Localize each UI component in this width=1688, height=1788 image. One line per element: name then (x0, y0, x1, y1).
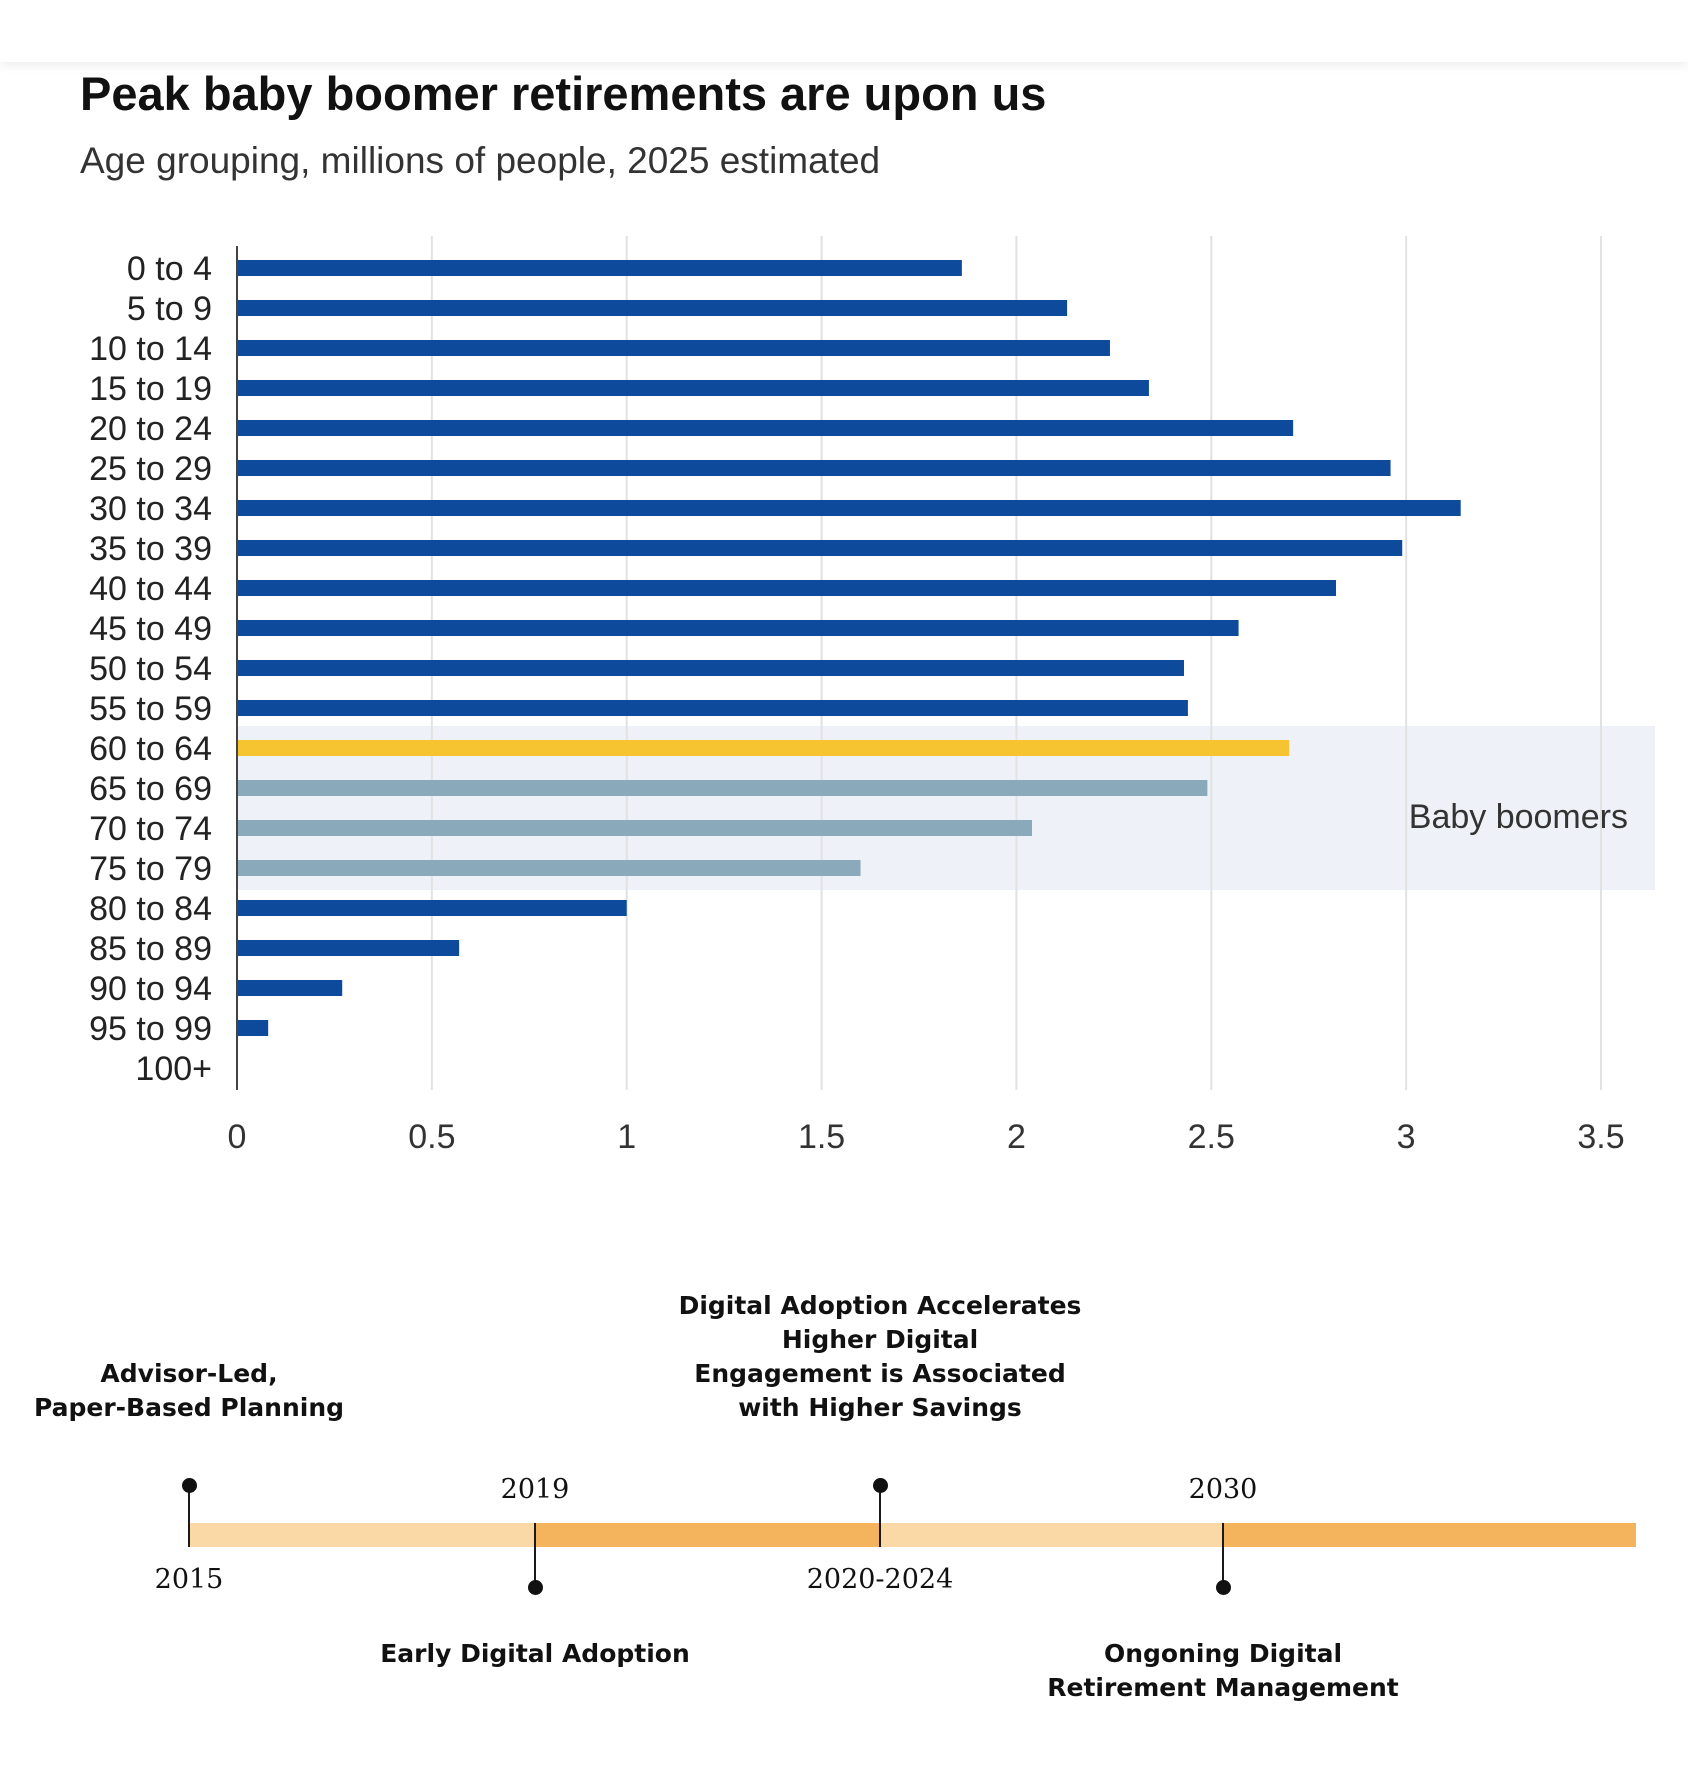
bar (238, 380, 1149, 396)
category-label: 95 to 99 (89, 1010, 212, 1048)
category-label: 0 to 4 (127, 250, 212, 288)
bar (238, 860, 861, 876)
bar (238, 340, 1110, 356)
timeline-label-line: Retirement Management (1047, 1673, 1399, 1702)
bar (238, 580, 1336, 596)
timeline-label-line: Digital Adoption Accelerates (678, 1291, 1082, 1320)
bar (238, 420, 1294, 436)
category-label: 65 to 69 (89, 770, 212, 808)
bar (238, 620, 1239, 636)
timeline-milestone-label: Early Digital Adoption (380, 1637, 690, 1671)
category-label: 15 to 19 (89, 370, 212, 408)
category-label: 35 to 39 (89, 530, 212, 568)
bar (238, 660, 1185, 676)
timeline-segment (880, 1523, 1223, 1547)
timeline-stem (1222, 1523, 1224, 1589)
timeline-milestone-label: Digital Adoption Accelerates Higher Digit… (679, 1289, 1082, 1425)
bar (238, 780, 1208, 796)
timeline-dot (873, 1478, 888, 1493)
x-tick-label: 3 (1397, 1118, 1416, 1156)
category-label: 50 to 54 (89, 650, 212, 688)
timeline-dot (182, 1478, 197, 1493)
category-label: 5 to 9 (127, 290, 212, 328)
category-label: 90 to 94 (89, 970, 212, 1008)
timeline-label-line: with Higher Savings (738, 1393, 1022, 1422)
top-strip (0, 0, 1688, 62)
category-label: 40 to 44 (89, 570, 212, 608)
bar (238, 1020, 269, 1036)
category-label: 60 to 64 (89, 730, 212, 768)
x-tick-label: 3.5 (1577, 1118, 1624, 1156)
category-label: 70 to 74 (89, 810, 212, 848)
timeline-dot (1216, 1580, 1231, 1595)
category-label: 30 to 34 (89, 490, 212, 528)
category-label: 75 to 79 (89, 850, 212, 888)
timeline-stem (188, 1485, 190, 1547)
timeline-label-line: Ongoning Digital (1103, 1639, 1343, 1668)
timeline-year: 2030 (1188, 1474, 1258, 1505)
timeline-segment (1223, 1523, 1636, 1547)
bar (238, 500, 1461, 516)
x-tick-label: 1 (617, 1118, 636, 1156)
x-tick-label: 0.5 (408, 1118, 455, 1156)
timeline-label-line: Engagement is Associated (694, 1359, 1066, 1388)
timeline-label-line: Advisor-Led, (100, 1359, 278, 1388)
timeline-milestone-label: Advisor-Led, Paper-Based Planning (34, 1357, 344, 1425)
timeline-stem (879, 1485, 881, 1547)
bar (238, 820, 1033, 836)
baby-boomers-label: Baby boomers (1409, 798, 1628, 836)
timeline-year: 2020-2024 (806, 1564, 954, 1595)
x-tick-label: 2.5 (1188, 1118, 1235, 1156)
category-label: 20 to 24 (89, 410, 212, 448)
bar (238, 540, 1403, 556)
timeline-segment (535, 1523, 880, 1547)
bar (238, 260, 962, 276)
x-tick-label: 1.5 (798, 1118, 845, 1156)
category-label: 80 to 84 (89, 890, 212, 928)
category-label: 45 to 49 (89, 610, 212, 648)
chart-subtitle: Age grouping, millions of people, 2025 e… (80, 140, 881, 181)
chart-title: Peak baby boomer retirements are upon us (80, 67, 1047, 120)
timeline-year: 2015 (154, 1564, 224, 1595)
bar (238, 940, 460, 956)
bar (238, 460, 1391, 476)
x-tick-label: 2 (1007, 1118, 1026, 1156)
timeline-milestone-label: Ongoning Digital Retirement Management (1047, 1637, 1399, 1705)
bar (238, 740, 1290, 756)
bar (238, 980, 343, 996)
category-label: 25 to 29 (89, 450, 212, 488)
category-label: 100+ (135, 1050, 212, 1088)
timeline-dot (528, 1580, 543, 1595)
timeline-year: 2019 (500, 1474, 570, 1505)
timeline-label-line: Higher Digital (781, 1325, 979, 1354)
timeline-label-line: Paper-Based Planning (33, 1393, 345, 1422)
bar (238, 900, 627, 916)
timeline-stem (534, 1523, 536, 1589)
bar (238, 700, 1188, 716)
timeline-label-line: Early Digital Adoption (380, 1639, 690, 1668)
category-label: 55 to 59 (89, 690, 212, 728)
bar (238, 300, 1068, 316)
category-label: 10 to 14 (89, 330, 212, 368)
x-tick-label: 0 (228, 1118, 247, 1156)
timeline-segment (189, 1523, 535, 1547)
category-label: 85 to 89 (89, 930, 212, 968)
